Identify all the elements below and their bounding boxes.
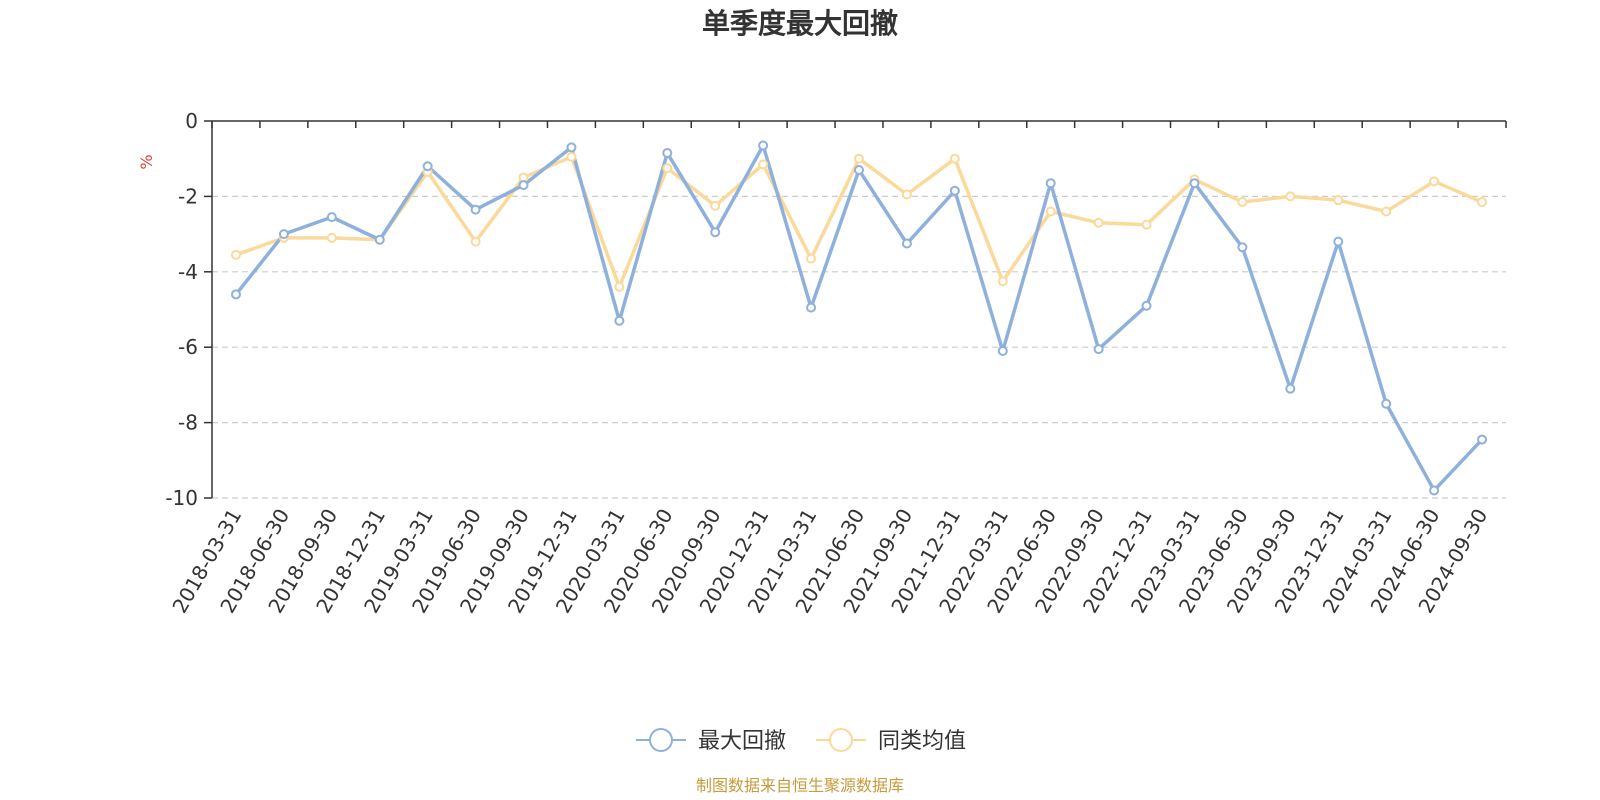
data-point	[1477, 434, 1488, 445]
data-point	[806, 253, 817, 264]
data-point	[710, 200, 721, 211]
x-tick-labels: 2018-03-312018-06-302018-09-302018-12-31…	[167, 504, 1492, 617]
data-point	[758, 140, 769, 151]
y-tick-label: 0	[185, 109, 198, 133]
data-point	[326, 232, 337, 243]
y-axis-unit: %	[137, 154, 156, 169]
data-point	[1045, 206, 1056, 217]
data-point	[374, 234, 385, 245]
legend[interactable]: 最大回撤 同类均值	[636, 728, 966, 754]
data-point	[997, 345, 1008, 356]
data-point	[230, 249, 241, 260]
data-point	[1285, 383, 1296, 394]
data-point	[1189, 178, 1200, 189]
data-point	[614, 281, 625, 292]
legend-marker-icon	[649, 728, 673, 752]
legend-marker-icon	[829, 728, 853, 752]
data-point	[1381, 398, 1392, 409]
data-point	[854, 165, 864, 176]
data-point	[1093, 217, 1104, 228]
y-tick-label: -4	[178, 260, 198, 284]
data-point	[758, 159, 769, 170]
data-point	[710, 227, 721, 238]
y-tick-label: -2	[178, 184, 198, 208]
data-point	[1045, 178, 1056, 189]
data-point	[1381, 206, 1392, 217]
data-point	[806, 302, 817, 313]
data-point	[230, 289, 241, 300]
data-point	[1093, 344, 1104, 355]
data-point	[949, 153, 960, 164]
data-point	[901, 238, 912, 249]
data-point	[1237, 242, 1248, 253]
data-point	[1237, 197, 1248, 208]
data-point	[1477, 197, 1488, 208]
data-point	[422, 161, 433, 172]
y-tick-label: -8	[178, 411, 198, 435]
y-tick-label: -10	[165, 486, 198, 510]
data-point	[901, 189, 912, 200]
legend-label: 最大回撤	[698, 729, 786, 754]
data-point	[854, 153, 864, 164]
data-point	[1285, 191, 1296, 202]
legend-item[interactable]: 最大回撤	[636, 728, 786, 754]
legend-label: 同类均值	[878, 729, 966, 754]
data-point	[1333, 236, 1344, 247]
data-point	[566, 142, 577, 153]
data-point	[470, 236, 481, 247]
data-point	[1141, 300, 1152, 311]
series-lines	[230, 140, 1488, 496]
data-point	[949, 185, 960, 196]
axes	[204, 120, 1507, 499]
data-point	[278, 229, 289, 240]
legend-item[interactable]: 同类均值	[816, 728, 966, 754]
data-point	[518, 180, 529, 191]
data-point	[326, 212, 337, 223]
y-tick-label: -6	[178, 335, 198, 359]
y-tick-labels: 0 -2 -4 -6 -8 -10	[165, 109, 198, 510]
data-point	[470, 204, 481, 215]
data-point	[997, 276, 1008, 287]
data-point	[614, 315, 625, 326]
data-point	[662, 148, 673, 159]
data-point	[1141, 219, 1152, 230]
data-point	[1333, 195, 1344, 206]
data-point	[1429, 485, 1440, 496]
data-point	[1429, 176, 1440, 187]
source-note: 制图数据来自恒生聚源数据库	[696, 776, 904, 795]
data-point	[662, 163, 673, 174]
grid-lines	[212, 195, 1506, 499]
chart-title: 单季度最大回撤	[702, 7, 898, 40]
data-point	[566, 151, 577, 162]
